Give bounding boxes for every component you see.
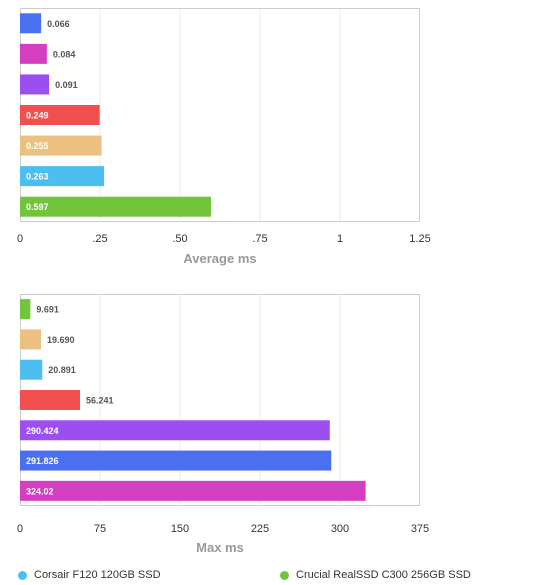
x-tick-label: .50 <box>172 233 187 245</box>
legend-item-crucial[interactable]: Crucial RealSSD C300 256GB SSD <box>280 569 471 581</box>
bar-value-label: 0.263 <box>26 172 49 182</box>
bar-value-label: 324.02 <box>26 486 54 496</box>
bar[interactable] <box>20 166 105 187</box>
x-tick-label: 150 <box>171 523 189 535</box>
average-ms-chart: 0 .25 .50 .75 1 1.25 Average ms 0.066 0.084 0.091… <box>17 8 431 266</box>
bar[interactable] <box>20 390 80 410</box>
x-tick-label: 0 <box>17 233 23 245</box>
bar-value-label: 56.241 <box>86 396 114 406</box>
bar-value-label: 0.084 <box>53 49 76 59</box>
bar-value-label: 19.690 <box>47 335 75 345</box>
bar[interactable] <box>20 105 100 125</box>
bar[interactable] <box>20 420 330 441</box>
bar-value-label: 0.597 <box>26 202 49 212</box>
bar-value-label: 0.066 <box>47 19 70 29</box>
x-tick-label: 1 <box>337 233 343 245</box>
bar-value-label: 290.424 <box>26 426 59 436</box>
plot-frame <box>20 294 420 506</box>
bar[interactable] <box>20 135 102 156</box>
x-tick-label: 75 <box>94 523 106 535</box>
bar-value-label: 0.255 <box>26 141 49 151</box>
bar-value-label: 9.691 <box>36 305 59 315</box>
x-tick-label: 0 <box>17 523 23 535</box>
x-tick-label: 300 <box>331 523 349 535</box>
legend: Corsair F120 120GB SSD Crucial RealSSD C… <box>14 569 554 585</box>
max-ms-axis-title: Max ms <box>196 540 244 555</box>
legend-swatch-crucial <box>280 570 289 580</box>
bar[interactable] <box>20 74 50 95</box>
bar-value-label: 0.249 <box>26 111 49 121</box>
bar-value-label: 20.891 <box>48 365 76 375</box>
bar[interactable] <box>20 450 332 471</box>
bar[interactable] <box>20 43 47 64</box>
bar-value-label: 291.826 <box>26 456 59 466</box>
x-tick-label: 225 <box>251 523 269 535</box>
bar[interactable] <box>20 329 42 350</box>
max-ms-chart: 0 75 150 225 300 375 Max ms 9.691 19.690 20.891 56… <box>17 294 429 555</box>
legend-label-corsair: Corsair F120 120GB SSD <box>34 569 161 581</box>
bar[interactable] <box>20 480 366 501</box>
bar[interactable] <box>20 299 31 320</box>
average-ms-axis-title: Average ms <box>183 251 256 266</box>
x-tick-label: .75 <box>252 233 267 245</box>
bar[interactable] <box>20 196 212 217</box>
legend-label-crucial: Crucial RealSSD C300 256GB SSD <box>296 569 471 581</box>
legend-swatch-corsair <box>18 570 27 580</box>
x-tick-label: .25 <box>92 233 107 245</box>
legend-item-corsair[interactable]: Corsair F120 120GB SSD <box>18 569 161 581</box>
bar-value-label: 0.091 <box>55 80 78 90</box>
chart-canvas: 0 .25 .50 .75 1 1.25 Average ms 0.066 0.084 0.091… <box>17 8 431 555</box>
bar[interactable] <box>20 13 42 34</box>
x-tick-label: 1.25 <box>409 233 430 245</box>
x-tick-label: 375 <box>411 523 429 535</box>
bar[interactable] <box>20 359 43 380</box>
